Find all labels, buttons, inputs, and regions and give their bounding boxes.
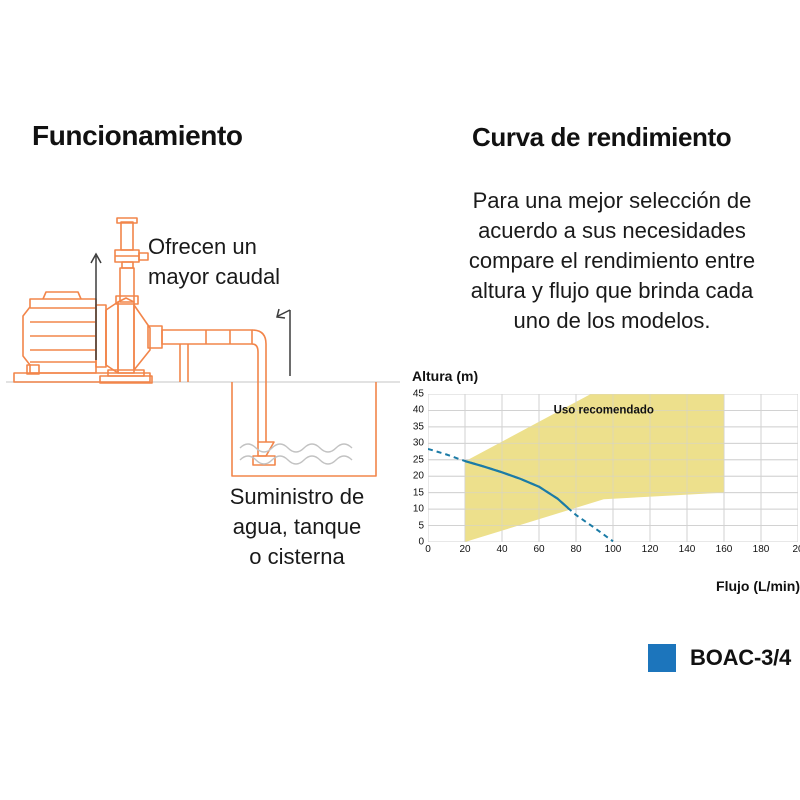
pump-installation-diagram [0, 210, 400, 490]
y-tick-label: 40 [412, 404, 424, 416]
callout-line-1: Ofrecen un [148, 234, 257, 259]
pump-riser-lower [119, 267, 135, 303]
y-tick-label: 10 [412, 503, 424, 515]
x-axis-title: Flujo (L/min) [716, 578, 800, 594]
pump-volute-body [117, 297, 135, 374]
x-tick-label: 140 [678, 544, 696, 555]
pump-volute-left [105, 301, 119, 374]
callout-line-3: o cisterna [249, 544, 345, 569]
riser-cap [116, 217, 138, 224]
y-tick-label: 30 [412, 437, 424, 449]
x-tick-label: 180 [752, 544, 770, 555]
plot-area: Uso recomendado [428, 394, 798, 542]
riser-foot-flange [115, 295, 139, 305]
chart-legend: BOAC-3/4 [648, 644, 791, 672]
intro-paragraph: Para una mejor selección de acuerdo a su… [436, 186, 788, 336]
x-tick-label: 40 [496, 544, 508, 555]
callout-suministro-agua: Suministro de agua, tanque o cisterna [198, 482, 396, 572]
intro-line-4: altura y flujo que brinda cada [470, 278, 754, 303]
x-axis-ticks: 0 20 40 60 80 100 120 140 160 180 20 [425, 544, 800, 562]
plot-svg: Uso recomendado [428, 394, 798, 542]
y-tick-label: 45 [412, 388, 424, 400]
x-tick-label: 20 [459, 544, 471, 555]
suction-pipe-inner [251, 343, 259, 442]
legend-label-boac: BOAC-3/4 [690, 645, 792, 670]
motor-foot [26, 364, 40, 375]
y-tick-label: 35 [412, 421, 424, 433]
performance-chart: Altura (m) Flujo (L/min) 0 5 10 15 20 25 30 35 4… [404, 368, 800, 618]
valve-stem-side [138, 252, 149, 261]
legend-swatch-boac [648, 644, 676, 672]
x-tick-label: 20 [792, 544, 800, 555]
motor-body [22, 298, 97, 374]
water-waves [239, 443, 353, 465]
arrow-up-head [90, 252, 102, 264]
y-tick-label: 20 [412, 470, 424, 482]
cistern-walls [231, 382, 377, 477]
section-title-funcionamiento: Funcionamiento [32, 120, 243, 151]
chart-annotation: Uso recomendado [554, 405, 654, 417]
intro-line-5: uno de los modelos. [513, 308, 711, 333]
y-tick-label: 15 [412, 487, 424, 499]
section-title-curva-rendimiento: Curva de rendimiento [472, 122, 732, 152]
y-tick-label: 25 [412, 454, 424, 466]
pump-volute-cone [133, 304, 151, 371]
valve-neck [121, 261, 134, 269]
y-tick-label: 5 [418, 520, 424, 532]
callout-line-1: Suministro de [229, 484, 365, 509]
x-tick-label: 100 [604, 544, 622, 555]
arrow-suction-diag [277, 309, 291, 317]
arrow-suction-head [276, 308, 286, 319]
foot-valve-strainer [252, 455, 276, 466]
motor-terminal-box [42, 291, 82, 300]
callout-line-2: agua, tanque [232, 514, 362, 539]
intro-line-3: compare el rendimiento entre [468, 248, 756, 273]
shaded-region-uso-recomendado [465, 394, 724, 542]
y-tick-label: 0 [418, 536, 424, 548]
motor-flange [95, 304, 107, 368]
intro-line-2: acuerdo a sus necesidades [478, 218, 746, 243]
x-tick-label: 120 [641, 544, 659, 555]
x-tick-label: 0 [425, 544, 431, 555]
pump-pedestal-base [99, 375, 153, 384]
y-axis-ticks: 0 5 10 15 20 25 30 35 40 45 [404, 389, 424, 548]
intro-line-1: Para una mejor selección de [472, 188, 752, 213]
x-tick-label: 60 [533, 544, 545, 555]
discharge-pipe [161, 329, 253, 345]
x-tick-label: 80 [570, 544, 582, 555]
callout-line-2: mayor caudal [148, 264, 281, 289]
flow-arrows [90, 252, 291, 376]
pump-riser-upper [120, 221, 134, 251]
pump-diagram-svg [6, 217, 400, 477]
series-line-solid [428, 449, 613, 541]
x-tick-label: 160 [715, 544, 733, 555]
callout-mayor-caudal: Ofrecen un mayor caudal [148, 232, 348, 292]
suction-pipe-outer [251, 329, 267, 442]
y-axis-title: Altura (m) [412, 368, 479, 384]
